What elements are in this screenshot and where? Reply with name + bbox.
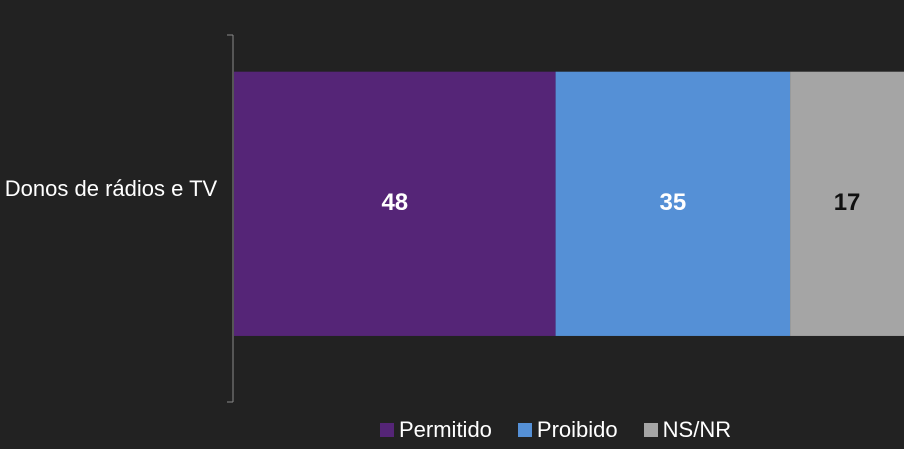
bar-segment bbox=[790, 71, 904, 336]
data-label: 35 bbox=[659, 189, 686, 216]
legend-item: Permitido bbox=[380, 417, 492, 443]
legend-swatch bbox=[380, 423, 394, 437]
legend: Permitido Proibido NS/NR bbox=[380, 417, 757, 443]
legend-swatch bbox=[643, 423, 658, 437]
legend-item: Proibido bbox=[517, 417, 618, 443]
bar-segment bbox=[234, 71, 556, 336]
bar-segment bbox=[555, 71, 791, 336]
legend-label: NS/NR bbox=[662, 417, 732, 442]
legend-label: Proibido bbox=[536, 417, 618, 442]
legend-label: Permitido bbox=[399, 417, 492, 442]
legend-swatch bbox=[517, 423, 532, 437]
legend-item: NS/NR bbox=[643, 417, 732, 443]
data-label: 17 bbox=[834, 189, 861, 216]
category-label: Donos de rádios e TV bbox=[4, 175, 218, 201]
data-label: 48 bbox=[381, 189, 408, 216]
